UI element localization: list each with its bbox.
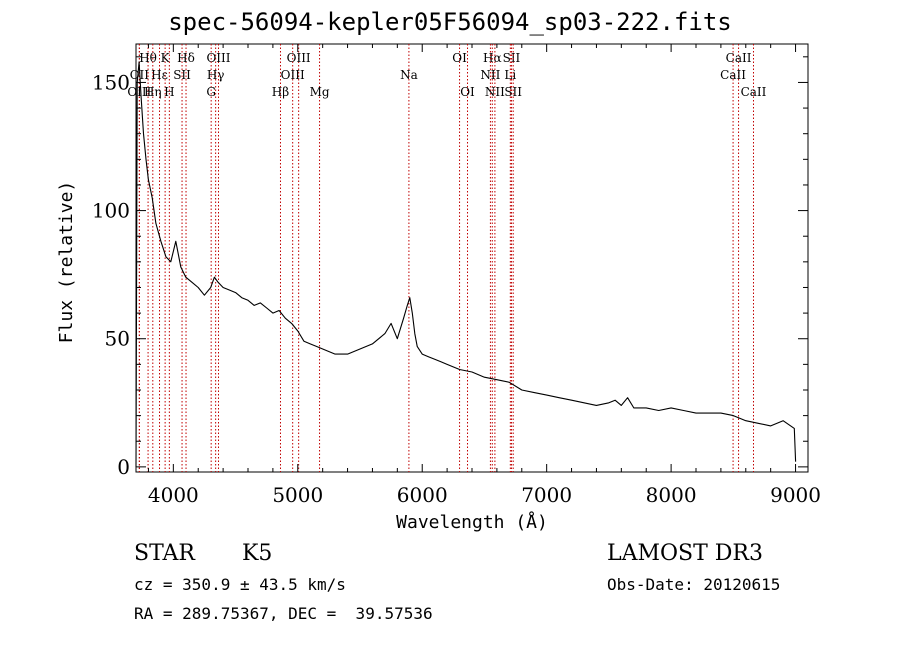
- chart-title: spec-56094-kepler05F56094_sp03-222.fits: [168, 8, 732, 36]
- line-marker-label: Li: [504, 68, 516, 82]
- y-axis-label: Flux (relative): [56, 181, 77, 344]
- line-marker-label: CaII: [726, 51, 752, 65]
- line-marker-label: SII: [503, 51, 521, 65]
- line-marker-label: Hβ: [272, 85, 289, 99]
- x-tick-label: 9000: [770, 483, 821, 507]
- x-tick-label: 6000: [397, 483, 448, 507]
- line-marker-label: Hη: [144, 85, 162, 99]
- object-subclass: K5: [242, 541, 273, 566]
- line-marker-label: H: [164, 85, 174, 99]
- line-marker-label: K: [161, 51, 171, 65]
- line-marker-label: SII: [504, 85, 522, 99]
- line-marker-label: OI: [460, 85, 475, 99]
- x-tick-label: 8000: [646, 483, 697, 507]
- obs-date-text: Obs-Date: 20120615: [607, 575, 781, 594]
- x-axis-label: Wavelength (Å): [396, 511, 548, 533]
- line-marker-label: Hδ: [177, 51, 195, 65]
- coordinates-text: RA = 289.75367, DEC = 39.57536: [134, 604, 433, 623]
- x-tick-label: 7000: [521, 483, 572, 507]
- line-marker-label: Na: [400, 68, 418, 82]
- line-marker-label: Mg: [310, 85, 330, 99]
- y-tick-label: 50: [105, 327, 130, 351]
- line-marker-label: Hε: [151, 68, 168, 82]
- x-tick-label: 5000: [272, 483, 323, 507]
- line-marker-label: Hα: [483, 51, 502, 65]
- line-marker-label: Hγ: [207, 68, 225, 82]
- survey-name: LAMOST DR3: [607, 541, 763, 566]
- line-marker-label: Hθ: [139, 51, 157, 65]
- line-marker-label: OI: [452, 51, 467, 65]
- y-axis: 0 50 100 150: [92, 56, 808, 479]
- line-marker-label: G: [206, 85, 216, 99]
- series-group: [135, 61, 797, 467]
- velocity-text: cz = 350.9 ± 43.5 km/s: [134, 575, 346, 594]
- x-axis: 4000 5000 6000 7000 8000 9000: [148, 44, 821, 507]
- line-marker-label: NII: [480, 68, 500, 82]
- line-marker-label: CaII: [741, 85, 767, 99]
- x-tick-label: 4000: [148, 483, 199, 507]
- y-tick-label: 0: [117, 455, 130, 479]
- spectrum-line: [135, 61, 797, 467]
- plot-frame: [135, 43, 809, 473]
- line-marker-label: OIII: [287, 51, 311, 65]
- line-marker-label: OIII: [127, 85, 151, 99]
- line-marker-label: NII: [485, 85, 505, 99]
- line-marker-label: CaII: [720, 68, 746, 82]
- line-marker-label: OIII: [281, 68, 305, 82]
- object-class: STAR: [134, 541, 195, 566]
- y-tick-label: 100: [92, 199, 130, 223]
- y-tick-label: 150: [92, 70, 130, 94]
- line-marker-label: SII: [173, 68, 191, 82]
- line-marker-label: OIII: [206, 51, 230, 65]
